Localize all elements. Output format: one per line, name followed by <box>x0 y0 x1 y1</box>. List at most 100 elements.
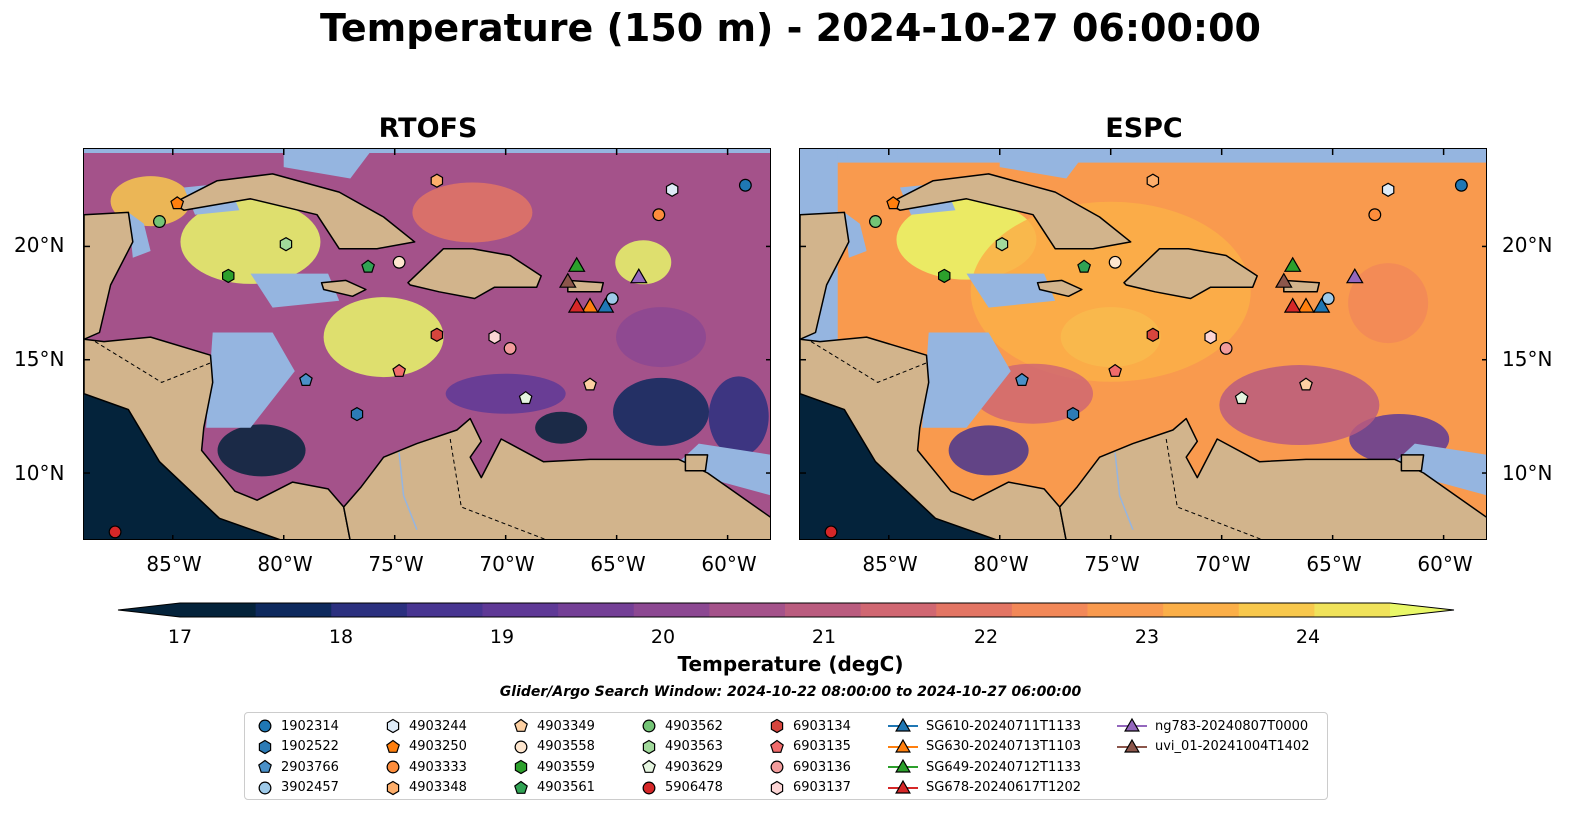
legend-marker-1902522 <box>258 739 272 754</box>
station-marker-4903244 <box>1381 182 1395 197</box>
legend-glider-symbol <box>888 717 918 732</box>
legend-label: 6903135 <box>793 739 851 754</box>
legend-item: SG649-20240712T1133 <box>888 758 1081 776</box>
colorbar-segment <box>633 603 710 617</box>
station-marker-4903559 <box>938 268 951 284</box>
lon-label-80w-left: 80°W <box>257 552 313 576</box>
station-marker-4903558 <box>1108 255 1122 269</box>
legend: 1902314 1902522 2903766 3902457 4903244 49032… <box>244 712 1328 800</box>
station-marker-6903137 <box>1204 329 1217 345</box>
colorbar-segment <box>785 603 862 617</box>
station-marker-6903136 <box>1219 341 1233 355</box>
legend-item: 6903136 <box>769 758 851 776</box>
legend-argo-symbol <box>514 740 528 753</box>
legend-argo-symbol <box>770 760 784 774</box>
station-marker-4903561 <box>361 259 376 273</box>
station-marker-ng783-20240807t0000 <box>629 268 648 284</box>
legend-label: 6903134 <box>793 718 851 734</box>
legend-argo-symbol <box>258 719 272 733</box>
colorbar-label: Temperature (degC) <box>677 652 904 676</box>
colorbar-max-extend <box>1390 603 1454 617</box>
legend-item: 4903244 <box>385 717 467 735</box>
colorbar-segment <box>482 603 559 617</box>
station-marker-4903250 <box>170 196 185 210</box>
legend-label: 4903349 <box>537 718 595 734</box>
legend-glider-symbol <box>1117 738 1147 753</box>
lon-label-70w-right: 70°W <box>1195 552 1251 576</box>
legend-argo-symbol <box>386 780 400 795</box>
legend-item: 4903250 <box>385 738 467 756</box>
legend-marker-sg649-20240712t1133 <box>895 758 911 773</box>
legend-argo-symbol <box>258 739 272 754</box>
station-marker-4903348 <box>430 173 444 188</box>
lon-label-60w-left: 60°W <box>701 552 757 576</box>
lat-label-10n-left: 10°N <box>14 461 65 485</box>
station-marker-sg649-20240712t1133 <box>1283 256 1302 272</box>
figure-title: Temperature (150 m) - 2024-10-27 06:00:0… <box>319 6 1261 50</box>
colorbar-tick-17: 17 <box>167 626 193 648</box>
station-marker-sg630-20240713t1103 <box>1297 297 1315 313</box>
lat-label-20n-right: 20°N <box>1502 233 1553 257</box>
legend-marker-4903561 <box>514 780 528 794</box>
search-window-text: Glider/Argo Search Window: 2024-10-22 08… <box>499 684 1082 700</box>
legend-item: 4903349 <box>513 717 595 735</box>
legend-marker-4903558 <box>514 740 528 753</box>
lon-label-65w-left: 65°W <box>590 552 646 576</box>
colorbar-segment <box>558 603 635 617</box>
legend-glider-symbol <box>888 779 918 794</box>
lon-label-75w-left: 75°W <box>368 552 424 576</box>
station-marker-sg610-20240711t1133 <box>596 297 615 313</box>
station-marker-4903563 <box>279 237 293 252</box>
legend-marker-6903135 <box>770 739 784 753</box>
colorbar-tick-24: 24 <box>1295 626 1321 648</box>
legend-label: 1902314 <box>281 718 339 734</box>
legend-marker-6903134 <box>770 718 784 734</box>
legend-item: SG610-20240711T1133 <box>888 717 1081 735</box>
legend-argo-symbol <box>386 718 400 734</box>
station-marker-4903349 <box>1299 377 1313 391</box>
colorbar-tick-20: 20 <box>650 626 676 648</box>
station-marker-3902457 <box>605 292 619 305</box>
station-marker-4903244 <box>665 182 679 197</box>
legend-marker-uvi_01-20241004t1402 <box>1124 738 1140 753</box>
colorbar-tick-22: 22 <box>973 626 999 648</box>
station-marker-sg630-20240713t1103 <box>581 297 599 313</box>
station-marker-4903629 <box>518 390 533 405</box>
legend-item: 5906478 <box>641 779 723 797</box>
legend-item: 1902314 <box>257 717 339 735</box>
station-marker-4903558 <box>392 255 406 269</box>
colorbar-segment <box>331 603 408 617</box>
panel-title-espc: ESPC <box>1105 113 1183 144</box>
colorbar-segment <box>1238 603 1315 617</box>
colorbar-segment <box>1011 603 1088 617</box>
legend-marker-sg630-20240713t1103 <box>895 738 911 753</box>
station-marker-4903333 <box>652 208 666 222</box>
lon-label-80w-right: 80°W <box>973 552 1029 576</box>
legend-label: 4903559 <box>537 759 595 775</box>
legend-item: uvi_01-20241004T1402 <box>1117 738 1309 756</box>
legend-label: ng783-20240807T0000 <box>1155 718 1309 734</box>
legend-argo-symbol <box>642 719 656 733</box>
map-panel-espc[interactable] <box>799 148 1487 540</box>
station-marker-1902314 <box>738 178 752 192</box>
legend-marker-4903244 <box>386 718 400 734</box>
map-panel-rtofs[interactable] <box>83 148 771 540</box>
legend-label: 4903629 <box>665 759 723 775</box>
legend-glider-symbol <box>1117 717 1147 732</box>
legend-argo-symbol <box>386 739 400 753</box>
station-marker-4903333 <box>1368 208 1382 222</box>
legend-marker-3902457 <box>258 781 272 794</box>
legend-argo-symbol <box>514 780 528 794</box>
lon-label-85w-right: 85°W <box>862 552 918 576</box>
legend-marker-5906478 <box>642 781 656 794</box>
legend-marker-4903559 <box>514 759 528 775</box>
station-marker-6903134 <box>430 327 444 342</box>
station-marker-sg678-20240617t1202 <box>1283 297 1302 313</box>
station-marker-4903562 <box>869 215 882 228</box>
legend-label: 4903561 <box>537 780 595 795</box>
station-marker-5906478 <box>824 525 838 539</box>
legend-label: 4903333 <box>409 759 467 775</box>
station-marker-ng783-20240807t0000 <box>1345 268 1364 284</box>
legend-label: SG630-20240713T1103 <box>926 739 1082 754</box>
legend-glider-symbol <box>888 738 918 753</box>
